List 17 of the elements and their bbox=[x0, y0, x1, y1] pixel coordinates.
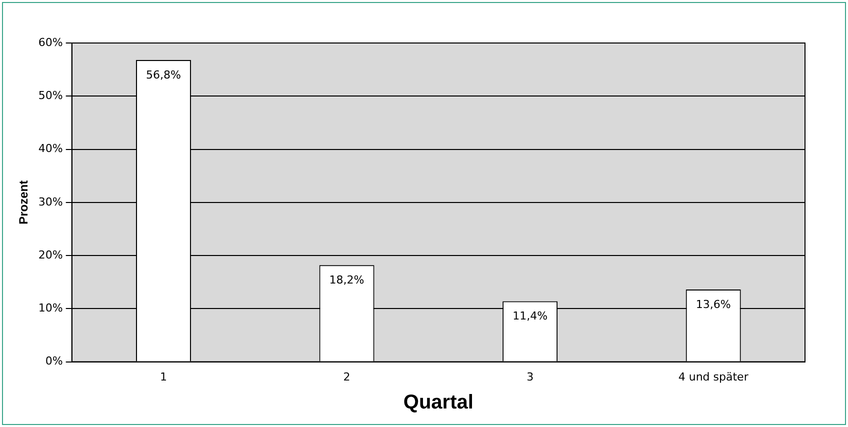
y-axis-title: Prozent bbox=[16, 180, 31, 224]
data-label: 11,4% bbox=[512, 310, 548, 323]
data-label: 13,6% bbox=[696, 298, 731, 311]
data-label: 18,2% bbox=[329, 273, 364, 286]
y-tick-label: 0% bbox=[45, 354, 63, 368]
y-tick-label: 50% bbox=[38, 88, 63, 102]
y-tick-label: 40% bbox=[38, 142, 63, 156]
x-axis-title: Quartal bbox=[403, 392, 474, 414]
x-tick-label: 1 bbox=[160, 370, 167, 384]
x-tick-label: 2 bbox=[343, 370, 350, 384]
x-tick-label: 3 bbox=[526, 370, 534, 384]
y-tick-label: 20% bbox=[38, 248, 63, 262]
y-tick-label: 60% bbox=[38, 36, 63, 49]
data-label: 56,8% bbox=[146, 68, 181, 82]
y-tick-label: 10% bbox=[38, 302, 63, 315]
x-tick-label: 4 und später bbox=[678, 370, 749, 384]
y-tick-label: 30% bbox=[38, 195, 63, 208]
